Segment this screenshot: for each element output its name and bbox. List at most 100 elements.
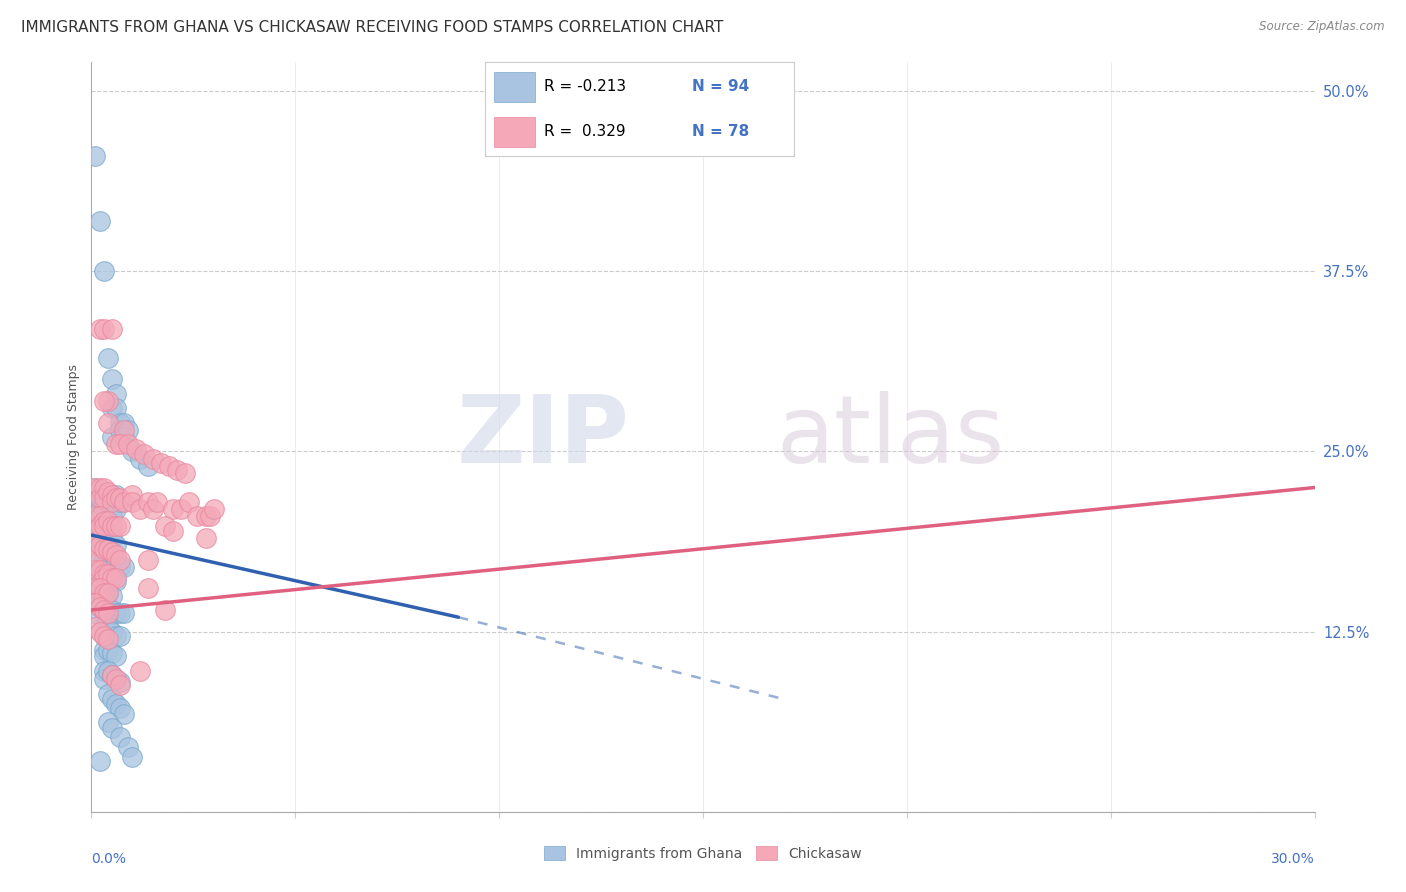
Point: [89, 591, 111, 606]
Point: [93, 524, 115, 538]
Point: [108, 491, 131, 505]
Point: [93, 264, 115, 278]
Point: [104, 629, 127, 643]
Point: [97, 514, 120, 528]
Point: [121, 444, 143, 458]
Text: N = 94: N = 94: [692, 79, 749, 95]
Point: [89, 509, 111, 524]
Point: [97, 687, 120, 701]
Point: [104, 571, 127, 585]
Point: [117, 423, 139, 437]
Point: [84, 577, 107, 591]
Point: [101, 322, 124, 336]
Point: [93, 672, 115, 686]
Point: [89, 563, 111, 577]
Point: [194, 531, 217, 545]
Point: [93, 559, 115, 574]
Point: [93, 514, 115, 528]
Point: [84, 620, 107, 634]
Point: [97, 484, 120, 499]
Point: [194, 509, 217, 524]
Point: [89, 566, 111, 581]
Point: [93, 603, 115, 617]
Point: [101, 495, 124, 509]
Point: [93, 629, 115, 643]
Point: [84, 481, 107, 495]
Point: [89, 552, 111, 566]
Point: [89, 519, 111, 533]
Point: [101, 509, 124, 524]
Point: [101, 488, 124, 502]
Point: [153, 519, 176, 533]
Point: [186, 509, 208, 524]
Point: [101, 571, 124, 585]
Point: [134, 447, 156, 461]
Point: [93, 495, 115, 509]
Point: [121, 495, 143, 509]
Point: [84, 149, 107, 163]
Point: [162, 502, 184, 516]
Point: [108, 519, 131, 533]
Point: [104, 437, 127, 451]
Point: [84, 524, 107, 538]
Point: [97, 620, 120, 634]
Point: [108, 629, 131, 643]
Point: [93, 664, 115, 678]
Text: 30.0%: 30.0%: [1271, 852, 1315, 866]
Point: [104, 401, 127, 416]
Point: [129, 502, 152, 516]
Point: [93, 603, 115, 617]
Point: [104, 488, 127, 502]
Point: [157, 458, 180, 473]
Point: [84, 606, 107, 620]
Point: [104, 606, 127, 620]
Point: [112, 495, 135, 509]
Point: [97, 552, 120, 566]
Text: ZIP: ZIP: [457, 391, 630, 483]
Point: [104, 552, 127, 566]
Text: 0.0%: 0.0%: [91, 852, 127, 866]
Point: [141, 502, 163, 516]
Point: [89, 582, 111, 596]
Point: [84, 538, 107, 552]
Point: [101, 721, 124, 735]
Point: [145, 495, 167, 509]
Point: [97, 538, 120, 552]
Point: [93, 649, 115, 664]
Point: [138, 458, 160, 473]
Point: [97, 577, 120, 591]
Point: [117, 437, 139, 451]
Point: [112, 430, 135, 444]
Point: [97, 559, 120, 574]
Point: [101, 603, 124, 617]
Point: [101, 519, 124, 533]
Point: [108, 606, 131, 620]
Point: [153, 603, 176, 617]
Point: [93, 591, 115, 606]
Point: [97, 610, 120, 624]
Text: Source: ZipAtlas.com: Source: ZipAtlas.com: [1260, 20, 1385, 33]
Point: [138, 582, 160, 596]
Point: [138, 552, 160, 566]
Point: [84, 495, 107, 509]
Point: [89, 563, 111, 577]
Point: [141, 451, 163, 466]
Point: [89, 214, 111, 228]
Point: [97, 394, 120, 409]
Point: [84, 538, 107, 552]
Point: [93, 629, 115, 643]
Point: [93, 533, 115, 548]
Point: [101, 401, 124, 416]
Point: [93, 542, 115, 557]
Point: [104, 649, 127, 664]
Point: [112, 606, 135, 620]
Point: [108, 559, 131, 574]
Point: [174, 466, 197, 480]
Point: [104, 387, 127, 401]
Point: [84, 591, 107, 606]
Point: [97, 495, 120, 509]
Point: [101, 668, 124, 682]
Point: [84, 596, 107, 610]
Point: [97, 664, 120, 678]
Text: R =  0.329: R = 0.329: [544, 124, 626, 139]
